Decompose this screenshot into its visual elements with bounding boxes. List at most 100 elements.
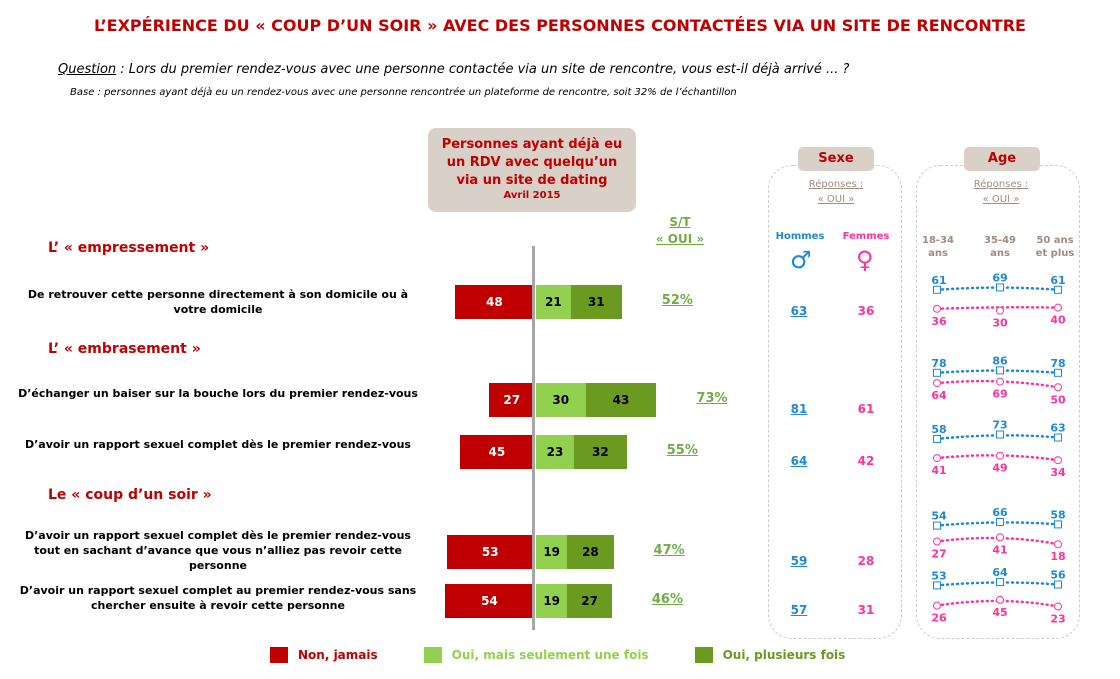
age-marker-circle <box>1054 383 1062 392</box>
header-line: via un site de dating <box>456 173 608 188</box>
section-title: L’ « embrasement » <box>48 341 201 357</box>
age-marker-square <box>933 521 941 530</box>
bar-oui-une-fois: 21 <box>536 285 571 319</box>
age-value-label: 56 <box>1050 569 1066 582</box>
st-value: 55% <box>666 443 698 458</box>
st-value: 46% <box>651 592 684 607</box>
age-marker-circle <box>1054 540 1062 549</box>
page-title: L’EXPÉRIENCE DU « COUP D’UN SOIR » AVEC … <box>94 16 1026 35</box>
age-value-label: 41 <box>931 464 946 477</box>
femmes-value: 42 <box>857 454 875 468</box>
hommes-value: 59 <box>790 554 808 568</box>
age-value-label: 45 <box>992 606 1007 619</box>
legend-label: Non, jamais <box>298 648 378 662</box>
age-responses: Réponses : « OUI » <box>955 177 1047 207</box>
age-marker-square <box>933 368 941 377</box>
age-marker-circle <box>1054 602 1062 611</box>
age-value-label: 34 <box>1050 466 1066 479</box>
bar-non-jamais: 27 <box>489 383 534 417</box>
section-title: Le « coup d’un soir » <box>48 487 212 503</box>
age-group-label: ans <box>990 248 1010 259</box>
question: Question : Lors du premier rendez-vous a… <box>58 62 849 77</box>
age-marker-square <box>1054 580 1062 589</box>
responses-oui: « OUI » <box>982 194 1020 205</box>
st-header: S/T « OUI » <box>648 214 712 248</box>
age-value-label: 53 <box>931 569 946 582</box>
bar-non-jamais: 54 <box>444 584 534 618</box>
femmes-value: 31 <box>857 603 875 617</box>
bar-oui-une-fois: 30 <box>536 383 586 417</box>
st-value: 73% <box>696 391 728 406</box>
age-marker-circle <box>1054 303 1062 312</box>
age-value-label: 63 <box>1050 422 1065 435</box>
row-label: D’échanger un baiser sur la bouche lors … <box>18 387 418 400</box>
age-marker-square <box>996 578 1004 587</box>
age-value-label: 73 <box>992 419 1007 432</box>
age-marker-circle <box>933 379 941 388</box>
row-label: D’avoir un rapport sexuel complet dès le… <box>25 529 411 572</box>
hommes-value: 57 <box>790 603 808 617</box>
age-group-label: ans <box>928 248 948 259</box>
age-marker-square <box>933 581 941 590</box>
age-marker-square <box>996 283 1004 292</box>
bar-oui-plusieurs: 27 <box>567 584 612 618</box>
age-marker-square <box>1054 433 1062 442</box>
age-marker-square <box>933 285 941 294</box>
hommes-value: 64 <box>790 454 808 468</box>
age-value-label: 66 <box>992 506 1008 519</box>
column-header-box: Personnes ayant déjà eu un RDV avec quel… <box>428 128 636 212</box>
age-value-label: 30 <box>992 317 1008 330</box>
header-line: Personnes ayant déjà eu <box>441 137 623 152</box>
age-marker-circle <box>996 451 1004 460</box>
st-value: 47% <box>653 543 685 558</box>
axis-divider <box>532 246 535 630</box>
age-group-label: 50 ans <box>1036 235 1074 246</box>
age-marker-square <box>1054 520 1062 529</box>
age-value-label: 26 <box>931 612 947 625</box>
age-group-header: 35-49 ans <box>975 234 1025 260</box>
age-value-label: 86 <box>992 354 1008 367</box>
age-marker-square <box>1054 368 1062 377</box>
question-label: Question <box>58 62 117 77</box>
section-title: L’ « empressement » <box>48 240 210 256</box>
age-value-label: 64 <box>931 389 947 402</box>
age-marker-square <box>996 518 1004 526</box>
age-group-header: 18-34 ans <box>913 234 963 260</box>
age-value-label: 64 <box>992 566 1008 579</box>
sexe-responses: Réponses : « OUI » <box>790 177 882 207</box>
bar-oui-une-fois: 23 <box>536 435 574 469</box>
bar-oui-plusieurs: 31 <box>570 285 622 319</box>
age-value-label: 27 <box>931 548 946 561</box>
base-note: Base : personnes ayant déjà eu un rendez… <box>70 87 737 98</box>
age-marker-square <box>996 366 1004 375</box>
age-marker-square <box>1054 285 1062 294</box>
age-value-label: 50 <box>1050 393 1066 406</box>
age-group-label: 18-34 <box>922 235 954 246</box>
age-marker-circle <box>996 377 1004 386</box>
age-marker-square <box>996 430 1004 439</box>
st-oui: « OUI » <box>655 232 705 246</box>
responses-label: Réponses : <box>973 179 1029 190</box>
question-text: : Lors du premier rendez-vous avec une p… <box>116 62 850 77</box>
bar-oui-une-fois: 19 <box>536 535 568 569</box>
femmes-value: 28 <box>857 554 875 568</box>
st-value: 52% <box>661 293 693 308</box>
age-marker-circle <box>1054 456 1062 465</box>
age-group-label: et plus <box>1035 248 1075 259</box>
age-group-header: 50 ans et plus <box>1030 234 1080 260</box>
age-value-label: 23 <box>1050 613 1065 626</box>
bar-non-jamais: 45 <box>459 435 534 469</box>
femmes-value: 61 <box>857 402 875 416</box>
row-label: D’avoir un rapport sexuel complet dès le… <box>25 438 411 451</box>
age-tab: Age <box>964 147 1040 171</box>
legend-label: Oui, plusieurs fois <box>722 648 846 662</box>
age-value-label: 61 <box>931 274 946 287</box>
age-value-label: 41 <box>992 543 1007 556</box>
st-label: S/T <box>669 215 691 229</box>
responses-oui: « OUI » <box>817 194 855 205</box>
age-marker-circle <box>933 537 941 546</box>
hommes-value: 81 <box>790 402 808 416</box>
age-value-label: 78 <box>931 357 946 370</box>
legend-label: Oui, mais seulement une fois <box>451 648 649 662</box>
